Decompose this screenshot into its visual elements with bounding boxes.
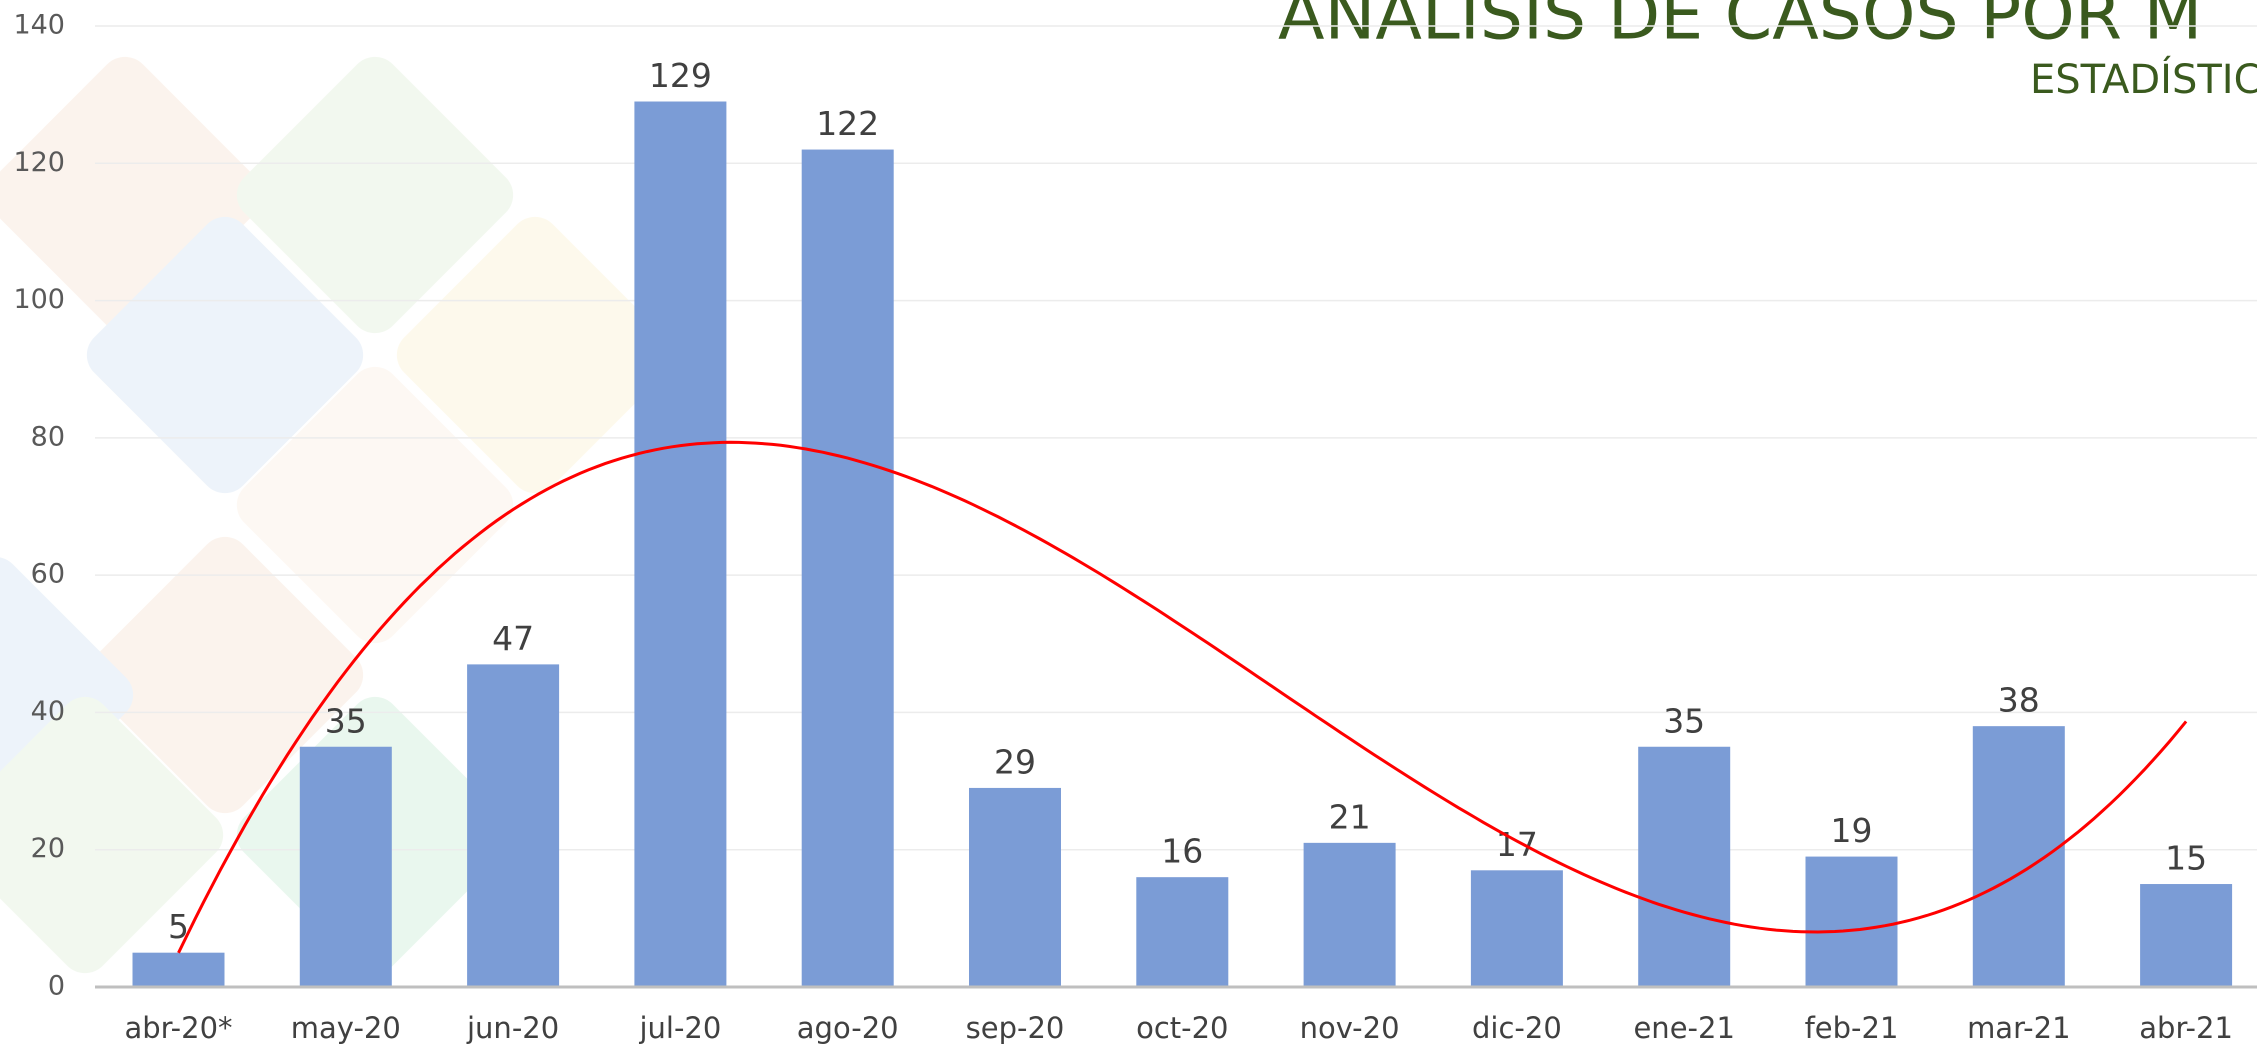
bar [802, 150, 894, 987]
x-tick-label: feb-21 [1805, 1011, 1899, 1045]
chart-title: ANÁLISIS DE CASOS POR M [1278, 0, 2202, 56]
x-tick-label: sep-20 [966, 1011, 1065, 1045]
chart: ANÁLISIS DE CASOS POR M ESTADÍSTIC 0 20 40… [0, 0, 2257, 1048]
data-label: 19 [1831, 811, 1873, 850]
bar [1304, 843, 1396, 987]
y-tick-label: 60 [31, 559, 65, 590]
y-tick-label: 100 [13, 284, 65, 315]
data-label: 122 [816, 104, 879, 143]
bar [634, 102, 726, 987]
x-tick-label: abr-20* [124, 1011, 232, 1045]
x-tick-label: jun-20 [466, 1011, 559, 1045]
x-tick-label: abr-21 [2139, 1011, 2233, 1045]
x-tick-label: nov-20 [1300, 1011, 1400, 1045]
bar [1806, 857, 1898, 987]
y-tick-label: 0 [48, 971, 65, 1002]
y-tick-label: 20 [31, 833, 65, 864]
x-tick-label: mar-21 [1967, 1011, 2070, 1045]
data-label: 129 [649, 56, 712, 95]
x-tick-label: jul-20 [638, 1011, 721, 1045]
data-label: 21 [1329, 797, 1371, 836]
bar [1973, 726, 2065, 987]
data-label: 38 [1998, 681, 2040, 720]
chart-subtitle: ESTADÍSTIC [2030, 55, 2257, 103]
bar [300, 747, 392, 987]
y-tick-label: 80 [31, 421, 65, 452]
x-tick-label: oct-20 [1136, 1011, 1228, 1045]
y-tick-label: 140 [13, 10, 65, 41]
data-label: 16 [1161, 832, 1203, 871]
data-label: 17 [1496, 825, 1538, 864]
x-tick-label: ene-21 [1633, 1011, 1734, 1045]
y-tick-label: 120 [13, 147, 65, 178]
bar [1638, 747, 1730, 987]
bar [133, 953, 225, 987]
bar [467, 664, 559, 987]
data-label: 47 [492, 619, 534, 658]
bar [1471, 870, 1563, 987]
x-tick-label: dic-20 [1472, 1011, 1562, 1045]
data-label: 29 [994, 742, 1036, 781]
bar [969, 788, 1061, 987]
data-label: 15 [2165, 839, 2207, 878]
x-tick-label: may-20 [291, 1011, 401, 1045]
bar [1136, 877, 1228, 987]
data-label: 35 [325, 701, 367, 740]
x-tick-label: ago-20 [797, 1011, 899, 1045]
bar [2140, 884, 2232, 987]
y-tick-label: 40 [31, 696, 65, 727]
data-label: 35 [1663, 701, 1705, 740]
